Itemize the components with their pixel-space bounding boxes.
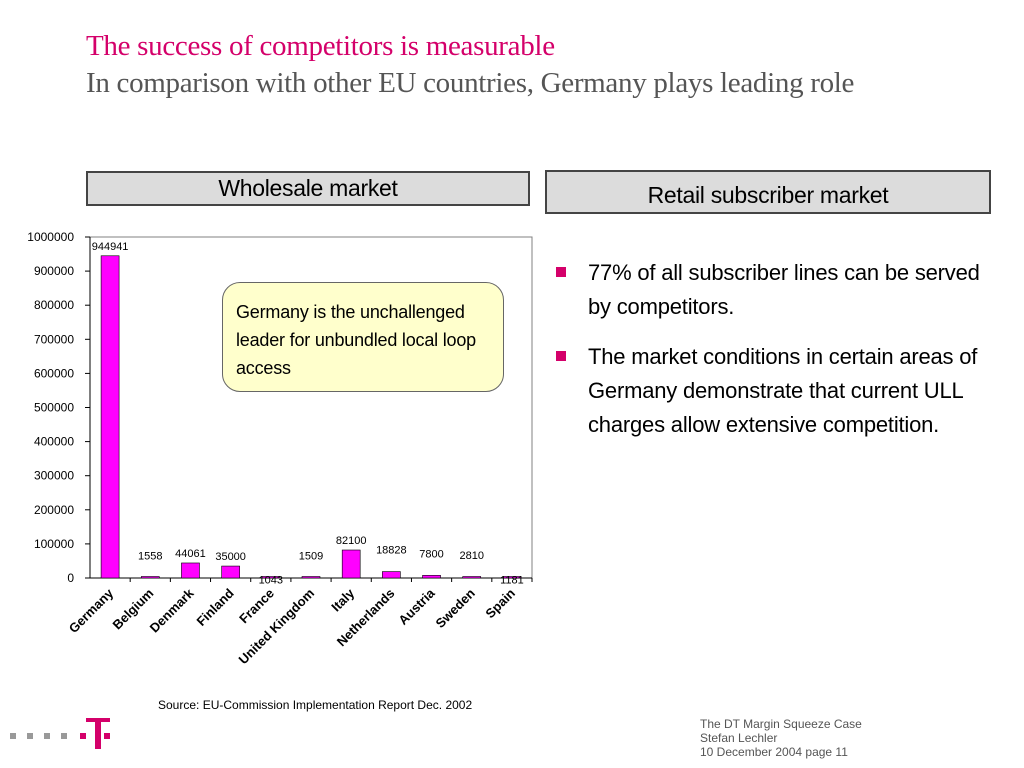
x-tick-label: Sweden bbox=[433, 585, 478, 630]
bar-belgium bbox=[140, 576, 160, 579]
bar-netherlands bbox=[382, 571, 401, 579]
retail-bullet-list: 77% of all subscriber lines can be serve… bbox=[556, 256, 996, 458]
data-label: 1181 bbox=[500, 575, 524, 587]
y-tick-label: 0 bbox=[67, 571, 74, 585]
bullet-item-2: The market conditions in certain areas o… bbox=[556, 340, 996, 442]
data-label: 35000 bbox=[215, 551, 246, 563]
bar-germany bbox=[100, 255, 120, 579]
telekom-t-logo bbox=[10, 718, 110, 749]
square-bullet-icon bbox=[556, 351, 566, 361]
source-note: Source: EU-Commission Implementation Rep… bbox=[158, 698, 473, 712]
data-label: 44061 bbox=[175, 548, 206, 560]
bullet-text-1: 77% of all subscriber lines can be serve… bbox=[588, 260, 980, 319]
footer-line-2: Stefan Lechler bbox=[700, 731, 778, 745]
data-label: 1509 bbox=[299, 550, 323, 562]
bar-spain bbox=[502, 576, 522, 579]
wholesale-market-header: Wholesale market bbox=[86, 171, 530, 206]
page-title: The success of competitors is measurable bbox=[86, 30, 555, 62]
retail-market-header: Retail subscriber market bbox=[545, 170, 991, 214]
y-tick-label: 600000 bbox=[34, 366, 74, 380]
data-label: 1043 bbox=[259, 575, 283, 587]
bar-italy bbox=[341, 549, 361, 579]
square-bullet-icon bbox=[556, 267, 566, 277]
y-tick-label: 1000000 bbox=[27, 230, 74, 244]
bar-france bbox=[261, 576, 281, 579]
footer-line-1: The DT Margin Squeeze Case bbox=[700, 717, 862, 731]
x-tick-label: Finland bbox=[193, 585, 236, 628]
y-tick-label: 200000 bbox=[34, 503, 74, 517]
x-tick-label: Italy bbox=[328, 585, 358, 615]
bullet-text-2: The market conditions in certain areas o… bbox=[588, 344, 978, 437]
page-subtitle: In comparison with other EU countries, G… bbox=[86, 67, 855, 99]
x-tick-label: Denmark bbox=[147, 585, 197, 635]
y-tick-label: 700000 bbox=[34, 332, 74, 346]
data-label: 7800 bbox=[419, 548, 443, 560]
y-tick-label: 400000 bbox=[34, 435, 74, 449]
footer: The DT Margin Squeeze Case Stefan Lechle… bbox=[700, 717, 862, 759]
bar-denmark bbox=[181, 562, 200, 579]
y-tick-label: 300000 bbox=[34, 469, 74, 483]
x-tick-label: Spain bbox=[482, 585, 518, 621]
y-tick-label: 800000 bbox=[34, 298, 74, 312]
data-label: 944941 bbox=[92, 241, 129, 253]
x-tick-label: Germany bbox=[66, 585, 117, 636]
x-tick-label: United Kingdom bbox=[236, 586, 318, 668]
data-label: 82100 bbox=[336, 535, 367, 547]
data-label: 1558 bbox=[138, 550, 162, 562]
y-tick-label: 900000 bbox=[34, 264, 74, 278]
wholesale-bar-chart: 0 100000 200000 300000 400000 500000 600000 700… bbox=[27, 230, 533, 668]
y-tick-label: 100000 bbox=[34, 537, 74, 551]
bullet-item-1: 77% of all subscriber lines can be serve… bbox=[556, 256, 996, 324]
y-tick-label: 500000 bbox=[34, 401, 74, 415]
x-tick-label: Austria bbox=[395, 585, 438, 628]
bar-united-kingdom bbox=[301, 576, 321, 579]
footer-line-3: 10 December 2004 page 11 bbox=[700, 745, 848, 759]
data-label: 18828 bbox=[376, 545, 407, 557]
bar-finland bbox=[221, 565, 240, 579]
germany-callout: Germany is the unchallenged leader for u… bbox=[222, 282, 504, 392]
data-label: 2810 bbox=[459, 550, 483, 562]
bar-austria bbox=[422, 575, 441, 579]
bar-sweden bbox=[462, 576, 482, 579]
